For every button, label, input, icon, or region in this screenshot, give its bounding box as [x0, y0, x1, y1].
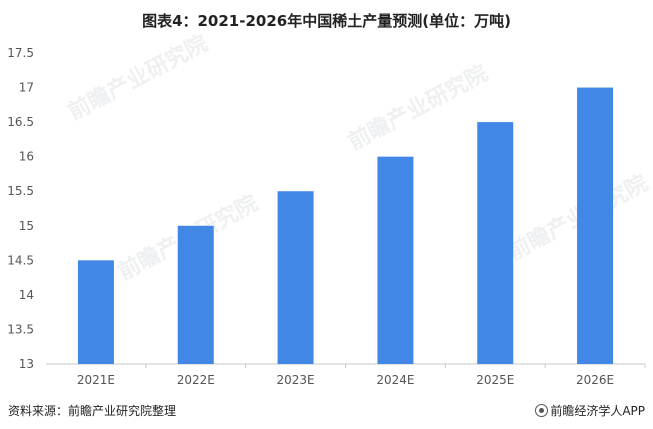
x-tick-label: 2024E — [376, 373, 414, 387]
x-tick-label: 2025E — [476, 373, 514, 387]
y-tick-label: 16 — [19, 150, 34, 164]
x-tick-label: 2023E — [277, 373, 315, 387]
bar-2021E — [77, 260, 114, 364]
x-tick-label: 2026E — [576, 373, 614, 387]
brand-credit: 前瞻经济学人APP — [535, 402, 645, 419]
bar-2026E — [577, 87, 614, 365]
y-tick-label: 16.5 — [7, 115, 34, 129]
bar-2023E — [277, 191, 314, 364]
y-tick-label: 17.5 — [7, 46, 34, 60]
y-tick-label: 17 — [19, 81, 34, 95]
x-tick-label: 2021E — [77, 373, 115, 387]
y-tick-label: 13 — [19, 357, 34, 371]
y-tick-label: 15.5 — [7, 184, 34, 198]
y-tick-label: 15 — [19, 219, 34, 233]
source-note: 资料来源：前瞻产业研究院整理 — [8, 404, 177, 418]
y-tick-label: 14 — [19, 288, 34, 302]
y-tick-label: 13.5 — [7, 322, 34, 336]
x-tick-label: 2022E — [177, 373, 215, 387]
y-tick-label: 14.5 — [7, 253, 34, 267]
bar-2024E — [377, 156, 414, 364]
chart-title: 图表4：2021-2026年中国稀土产量预测(单位：万吨) — [142, 12, 511, 30]
bar-2022E — [177, 225, 214, 364]
brand-logo-icon — [535, 404, 549, 417]
brand-text: 前瞻经济学人APP — [550, 404, 645, 418]
bar-2025E — [477, 122, 514, 364]
